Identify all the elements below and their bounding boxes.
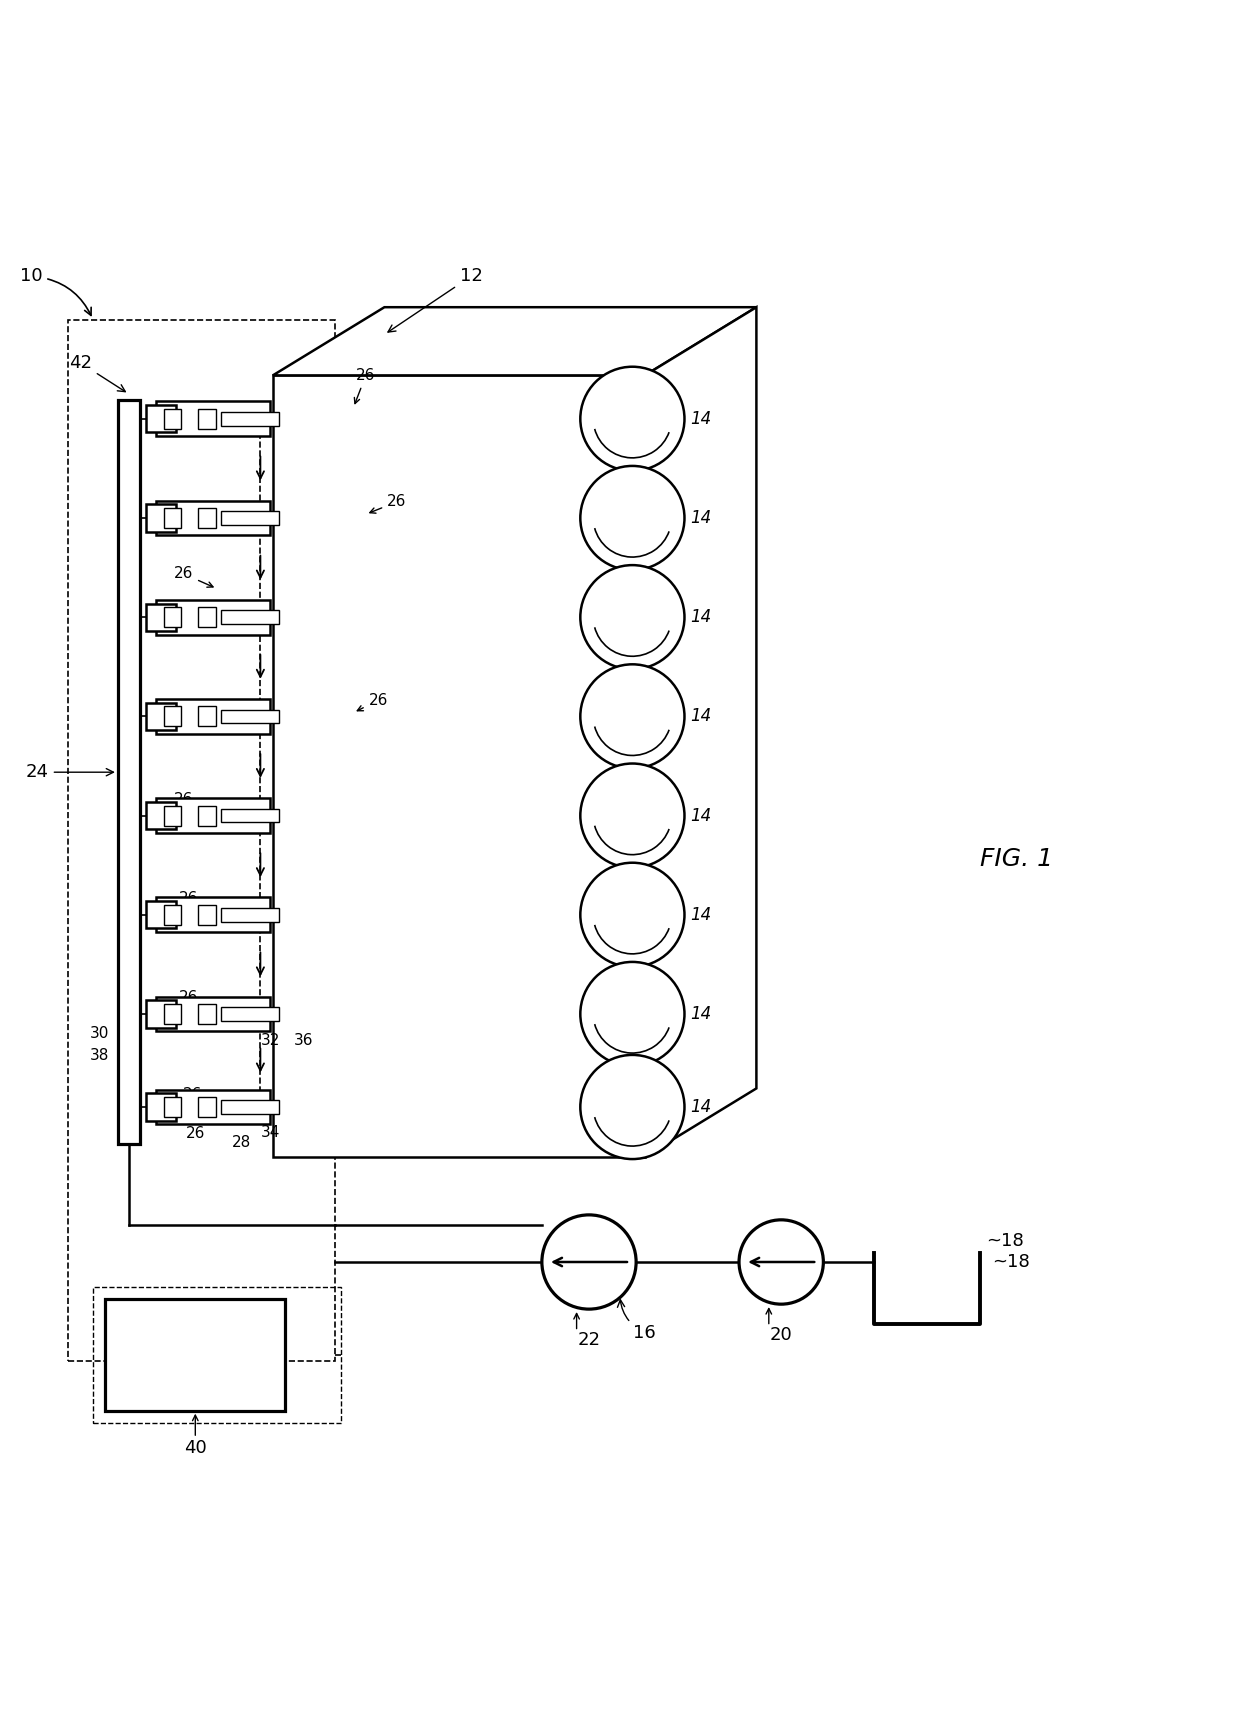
Bar xyxy=(156,996,270,1031)
Text: 26: 26 xyxy=(179,892,213,911)
Text: 34: 34 xyxy=(260,1125,280,1139)
Text: 14: 14 xyxy=(691,905,712,924)
Bar xyxy=(198,509,216,527)
Circle shape xyxy=(580,862,684,967)
Circle shape xyxy=(580,763,684,868)
Bar xyxy=(198,706,216,727)
Bar xyxy=(221,512,279,524)
Bar xyxy=(164,1098,181,1117)
Circle shape xyxy=(739,1220,823,1304)
Text: 14: 14 xyxy=(691,1098,712,1117)
Text: ~18: ~18 xyxy=(992,1252,1029,1271)
Bar xyxy=(198,409,216,430)
Bar xyxy=(156,402,270,436)
Bar xyxy=(156,500,270,536)
Bar xyxy=(156,600,270,634)
Bar xyxy=(198,806,216,826)
Text: FIG. 1: FIG. 1 xyxy=(981,847,1053,871)
Circle shape xyxy=(580,565,684,670)
Bar xyxy=(156,699,270,734)
Text: 26: 26 xyxy=(174,567,213,588)
Circle shape xyxy=(580,665,684,768)
Text: 14: 14 xyxy=(691,608,712,625)
Text: 38: 38 xyxy=(89,1048,109,1063)
Bar xyxy=(221,1100,279,1113)
Bar xyxy=(118,400,140,1144)
Bar xyxy=(198,606,216,627)
Circle shape xyxy=(580,466,684,570)
Bar xyxy=(164,1003,181,1024)
Bar xyxy=(221,710,279,723)
Bar xyxy=(221,909,279,921)
Bar xyxy=(146,802,176,830)
Bar xyxy=(164,606,181,627)
Text: 22: 22 xyxy=(578,1331,600,1349)
Bar xyxy=(156,799,270,833)
Bar xyxy=(146,505,176,531)
Bar xyxy=(68,320,335,1361)
Bar xyxy=(146,1000,176,1027)
Bar xyxy=(146,703,176,730)
Text: 20: 20 xyxy=(770,1326,792,1343)
Text: 36: 36 xyxy=(294,1033,314,1048)
Text: 28: 28 xyxy=(232,1134,252,1149)
Bar xyxy=(198,905,216,924)
Bar xyxy=(93,1287,341,1423)
Text: 14: 14 xyxy=(691,708,712,725)
Bar xyxy=(146,902,176,928)
Text: 26: 26 xyxy=(182,1087,217,1106)
Text: ~18: ~18 xyxy=(986,1232,1023,1249)
Circle shape xyxy=(580,1055,684,1160)
Text: 14: 14 xyxy=(691,509,712,527)
Bar xyxy=(164,806,181,826)
Bar xyxy=(221,809,279,823)
Bar xyxy=(105,1299,285,1410)
Text: 14: 14 xyxy=(691,411,712,428)
Bar xyxy=(273,376,645,1156)
Bar xyxy=(164,509,181,527)
Polygon shape xyxy=(273,308,756,376)
Text: 12: 12 xyxy=(388,268,482,332)
Bar xyxy=(156,1089,270,1124)
Text: 26: 26 xyxy=(355,368,376,404)
Circle shape xyxy=(580,366,684,471)
Text: 26: 26 xyxy=(174,792,213,811)
Polygon shape xyxy=(645,308,756,1156)
Bar xyxy=(156,897,270,933)
Circle shape xyxy=(542,1215,636,1309)
Text: 24: 24 xyxy=(26,763,114,782)
Circle shape xyxy=(580,962,684,1067)
Text: 26: 26 xyxy=(186,1125,206,1141)
Bar xyxy=(146,1093,176,1120)
Bar xyxy=(198,1003,216,1024)
Bar xyxy=(198,1098,216,1117)
Text: 14: 14 xyxy=(691,1005,712,1022)
Text: 42: 42 xyxy=(69,354,125,392)
Text: 26: 26 xyxy=(357,692,388,711)
Text: 32: 32 xyxy=(260,1033,280,1048)
Text: 10: 10 xyxy=(20,268,92,316)
Text: 16: 16 xyxy=(618,1301,656,1342)
Text: 26: 26 xyxy=(370,495,407,514)
Text: 40: 40 xyxy=(184,1440,207,1457)
Text: 30: 30 xyxy=(89,1026,109,1041)
Bar xyxy=(221,1007,279,1020)
Bar xyxy=(221,610,279,624)
Bar xyxy=(146,603,176,631)
Text: 14: 14 xyxy=(691,806,712,825)
Text: 26: 26 xyxy=(179,990,213,1008)
Bar xyxy=(221,412,279,426)
Bar xyxy=(146,405,176,433)
Bar xyxy=(164,409,181,430)
Bar xyxy=(164,706,181,727)
Bar xyxy=(164,905,181,924)
